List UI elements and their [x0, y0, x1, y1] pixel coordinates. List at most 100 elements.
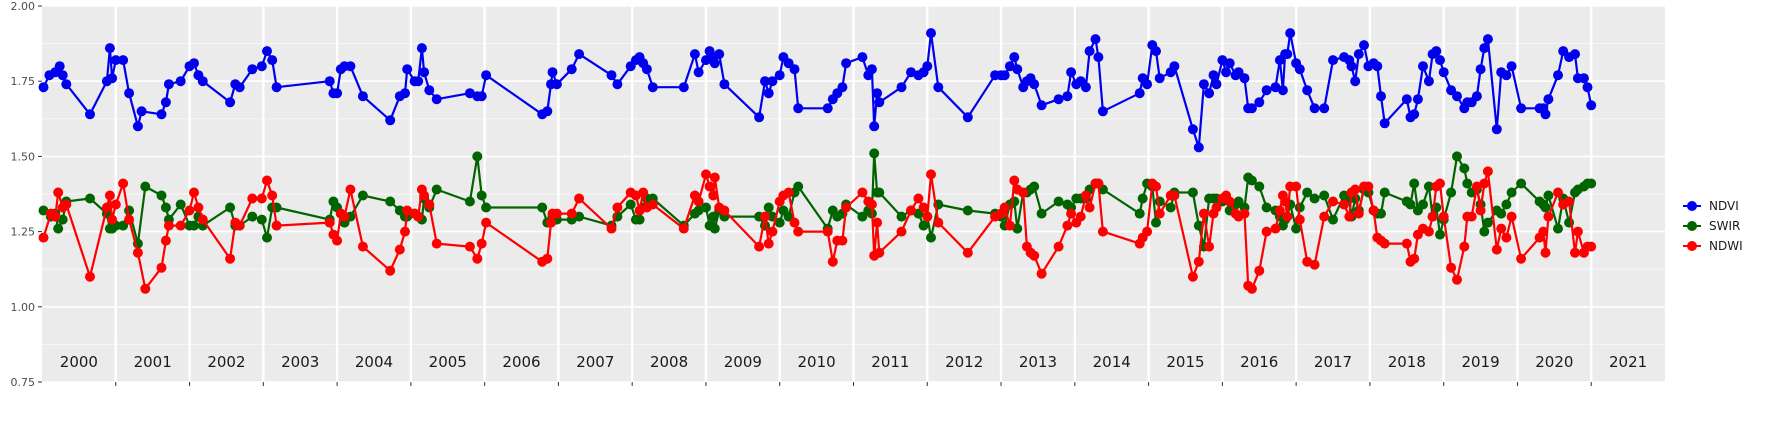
data-point-ndwi [1452, 274, 1462, 285]
data-point-ndvi [693, 67, 704, 78]
data-point-ndvi [234, 82, 245, 93]
year-label: 2007 [576, 353, 614, 371]
data-point-ndvi [1151, 46, 1161, 57]
legend-item-ndvi: NDVI [1683, 199, 1739, 213]
data-point-ndwi [118, 178, 129, 189]
data-point-ndvi [872, 88, 883, 99]
data-point-ndwi [1282, 211, 1293, 222]
data-point-swir [896, 211, 907, 222]
data-point-ndvi [754, 112, 765, 123]
data-point-swir [1309, 193, 1320, 204]
axes: 0.75 1.00 1.25 1.50 1.75 2.00 [11, 0, 1592, 389]
data-point-ndvi [1516, 103, 1527, 114]
data-point-swir [256, 214, 267, 225]
data-point-ndvi [1452, 91, 1462, 102]
data-point-ndvi [1294, 64, 1305, 75]
data-point-ndvi [874, 97, 885, 108]
data-point-ndvi [1036, 100, 1047, 111]
data-point-ndvi [424, 85, 435, 96]
data-point-ndvi [197, 76, 208, 87]
data-point-ndvi [332, 88, 343, 99]
year-label: 2016 [1240, 353, 1278, 371]
data-point-ndvi [136, 106, 147, 117]
data-point-swir [476, 190, 487, 201]
data-point-ndwi [1446, 262, 1457, 273]
data-point-ndvi [1097, 106, 1108, 117]
data-point-swir [189, 220, 199, 231]
data-point-ndvi [1062, 91, 1073, 102]
year-label: 2015 [1166, 353, 1204, 371]
data-point-ndwi [1097, 226, 1108, 237]
data-point-ndwi [1075, 211, 1086, 222]
data-point-ndwi [324, 217, 335, 228]
data-point-ndwi [906, 205, 916, 216]
data-point-ndwi [1353, 208, 1364, 219]
data-point-ndvi [1246, 103, 1257, 114]
year-label: 2020 [1535, 353, 1573, 371]
data-point-swir [1187, 187, 1198, 198]
data-point-ndwi [1274, 205, 1285, 216]
data-point-swir [1261, 202, 1272, 213]
data-point-ndwi [709, 172, 720, 183]
data-point-ndwi [783, 187, 794, 198]
data-point-swir [262, 232, 272, 243]
data-point-ndwi [357, 241, 368, 252]
data-point-swir [1506, 187, 1517, 198]
y-tick-label: 2.00 [11, 0, 36, 13]
data-point-ndwi [872, 217, 883, 228]
data-point-ndvi [1423, 76, 1434, 87]
year-label: 2012 [945, 353, 983, 371]
data-point-ndvi [57, 70, 68, 81]
data-point-ndvi [225, 97, 236, 108]
data-point-ndwi [708, 190, 719, 201]
legend-key-point [1687, 201, 1697, 211]
data-point-ndwi [339, 211, 350, 222]
data-point-ndvi [1353, 49, 1364, 60]
data-point-ndvi [1084, 46, 1095, 57]
data-point-ndwi [1379, 238, 1390, 249]
data-point-ndvi [962, 112, 973, 123]
data-point-swir [1553, 223, 1563, 234]
data-point-swir [1379, 187, 1390, 198]
legend-label: NDWI [1709, 239, 1743, 253]
data-point-ndvi [1093, 52, 1104, 63]
data-point-ndwi [999, 202, 1010, 213]
data-point-ndwi [53, 187, 64, 198]
data-point-swir [1423, 181, 1434, 192]
data-point-ndwi [1009, 175, 1020, 186]
data-point-ndvi [689, 49, 700, 60]
data-point-ndwi [1142, 226, 1153, 237]
year-label: 2014 [1093, 353, 1131, 371]
data-point-ndwi [1344, 211, 1355, 222]
data-point-swir [464, 196, 475, 207]
data-point-ndvi [1254, 97, 1265, 108]
data-point-swir [140, 181, 151, 192]
data-point-ndwi [1187, 271, 1198, 282]
data-point-ndwi [247, 193, 258, 204]
data-point-ndwi [760, 211, 770, 222]
data-point-swir [1479, 226, 1490, 237]
data-point-ndvi [789, 64, 800, 75]
data-point-ndwi [1193, 256, 1204, 267]
data-point-ndwi [1466, 211, 1477, 222]
data-point-ndvi [160, 97, 171, 108]
data-point-ndwi [638, 187, 649, 198]
data-point-ndwi [107, 214, 118, 225]
data-point-ndwi [271, 220, 282, 231]
data-point-ndvi [1412, 94, 1423, 105]
data-point-ndvi [345, 61, 356, 72]
data-point-ndvi [1193, 142, 1204, 153]
data-point-ndwi [693, 196, 704, 207]
data-point-ndvi [763, 88, 774, 99]
data-point-ndvi [841, 58, 852, 69]
data-point-ndwi [1328, 196, 1338, 207]
year-label: 2004 [355, 353, 393, 371]
data-point-ndwi [1427, 211, 1438, 222]
data-point-ndwi [1438, 211, 1449, 222]
year-label: 2010 [798, 353, 836, 371]
data-point-ndvi [104, 43, 115, 54]
data-point-ndwi [1154, 208, 1165, 219]
data-point-ndvi [1282, 49, 1293, 60]
